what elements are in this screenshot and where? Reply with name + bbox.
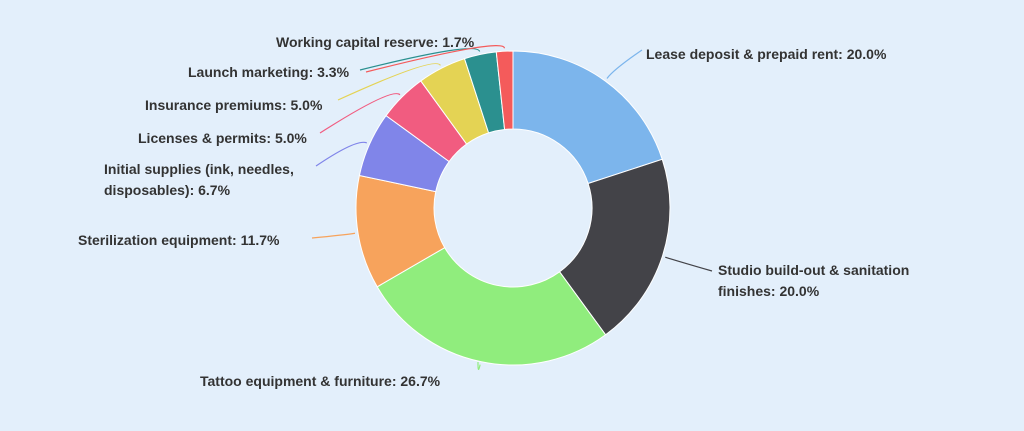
donut-slice <box>376 246 607 366</box>
slice-label: Working capital reserve: 1.7% <box>276 34 475 50</box>
connector-line <box>365 44 506 73</box>
slice-label: Licenses & permits: 5.0% <box>138 130 307 146</box>
slice-label: Insurance premiums: 5.0% <box>145 97 323 113</box>
connector-line <box>315 141 368 167</box>
connector-line <box>606 49 643 79</box>
slice-label: Studio build-out & sanitation finishes: … <box>718 262 910 299</box>
slice-label: Tattoo equipment & furniture: 26.7% <box>200 373 441 389</box>
connector-line <box>477 361 481 370</box>
slice-label: Launch marketing: 3.3% <box>188 64 350 80</box>
connector-line <box>319 93 401 134</box>
donut-slice <box>558 158 671 336</box>
donut-slice <box>495 50 514 130</box>
donut-slice <box>512 50 663 185</box>
slice-label: Sterilization equipment: 11.7% <box>78 232 280 248</box>
connector-line <box>311 232 356 239</box>
slice-label: Lease deposit & prepaid rent: 20.0% <box>646 46 887 62</box>
connector-line <box>337 63 441 101</box>
connector-line <box>359 48 481 71</box>
slice-label: Initial supplies (ink, needles, disposab… <box>104 161 294 198</box>
connector-line <box>665 256 713 272</box>
